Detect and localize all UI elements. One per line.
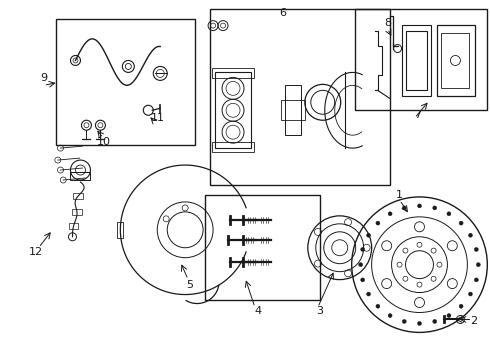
Bar xyxy=(212,68,254,78)
Circle shape xyxy=(388,212,392,216)
Bar xyxy=(74,193,83,199)
Bar xyxy=(118,222,123,238)
Bar xyxy=(212,142,254,152)
Text: 7: 7 xyxy=(414,110,421,120)
Text: 4: 4 xyxy=(254,306,262,316)
Text: 1: 1 xyxy=(396,190,403,200)
Bar xyxy=(71,172,91,180)
Text: 2: 2 xyxy=(470,316,477,327)
Circle shape xyxy=(468,233,472,237)
Bar xyxy=(441,32,469,88)
Text: 9: 9 xyxy=(40,73,47,84)
Circle shape xyxy=(376,304,380,308)
Circle shape xyxy=(459,304,463,308)
Circle shape xyxy=(433,319,437,323)
Circle shape xyxy=(433,206,437,210)
Bar xyxy=(72,210,82,215)
Bar xyxy=(438,24,475,96)
Text: 6: 6 xyxy=(279,8,286,18)
Text: 10: 10 xyxy=(97,137,110,147)
Circle shape xyxy=(359,263,363,267)
Circle shape xyxy=(402,319,406,323)
Circle shape xyxy=(447,212,451,216)
Bar xyxy=(401,24,432,96)
Text: 3: 3 xyxy=(316,306,323,316)
Circle shape xyxy=(376,221,380,225)
Bar xyxy=(55,19,195,145)
Bar xyxy=(355,9,488,110)
Bar xyxy=(406,31,427,90)
Circle shape xyxy=(361,278,365,282)
Text: 5: 5 xyxy=(187,280,194,289)
Circle shape xyxy=(476,263,480,267)
Bar xyxy=(215,72,251,148)
Circle shape xyxy=(402,206,406,210)
Circle shape xyxy=(447,314,451,318)
Bar xyxy=(210,9,390,185)
Circle shape xyxy=(388,314,392,318)
Text: 12: 12 xyxy=(28,247,43,257)
Circle shape xyxy=(367,292,370,296)
Circle shape xyxy=(417,204,421,208)
Bar xyxy=(205,195,320,300)
Text: 8: 8 xyxy=(384,18,391,28)
Circle shape xyxy=(474,247,478,251)
Text: 11: 11 xyxy=(151,113,165,123)
Bar xyxy=(285,85,301,135)
Circle shape xyxy=(417,321,421,325)
Circle shape xyxy=(367,233,370,237)
Circle shape xyxy=(474,278,478,282)
Circle shape xyxy=(361,247,365,251)
Bar xyxy=(281,100,305,120)
Circle shape xyxy=(468,292,472,296)
Circle shape xyxy=(459,221,463,225)
Bar xyxy=(69,223,78,229)
